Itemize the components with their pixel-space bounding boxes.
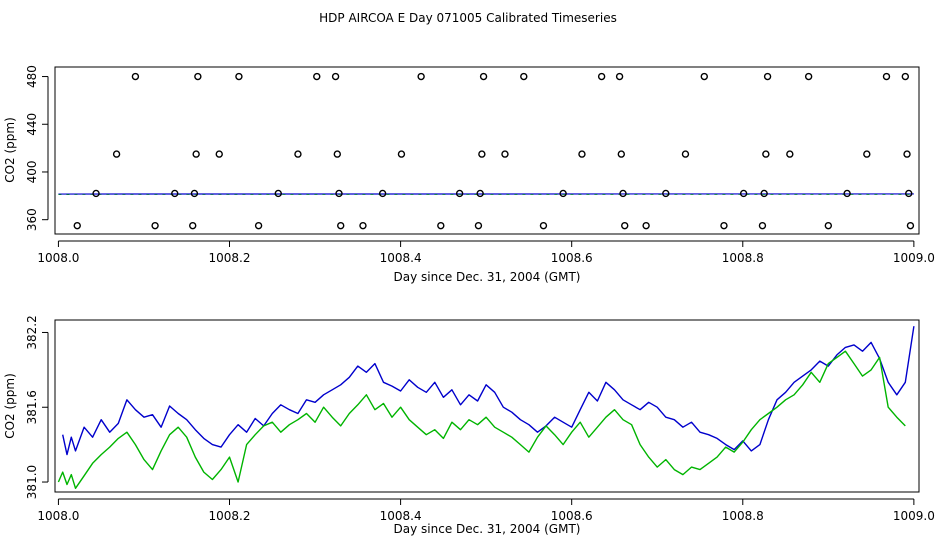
data-point bbox=[597, 72, 606, 81]
data-point bbox=[762, 150, 770, 158]
top-x-tick-label: 1008.6 bbox=[551, 251, 593, 265]
bottom-y-tick-label: 381.0 bbox=[25, 465, 39, 499]
bottom-panel: Day since Dec. 31, 2004 (GMT) CO2 (ppm) … bbox=[3, 315, 935, 536]
top-x-tick-label: 1008.2 bbox=[209, 251, 251, 265]
bottom-blue-series-line bbox=[62, 326, 915, 456]
data-point bbox=[254, 221, 263, 230]
top-y-tick-label: 480 bbox=[25, 65, 39, 88]
data-point bbox=[331, 72, 340, 81]
data-point bbox=[313, 72, 321, 81]
data-point bbox=[843, 189, 851, 198]
data-point bbox=[621, 221, 629, 230]
data-point bbox=[863, 150, 871, 158]
data-point bbox=[359, 221, 367, 230]
data-point bbox=[335, 189, 343, 198]
data-point bbox=[131, 72, 140, 81]
top-y-tick-label: 440 bbox=[25, 113, 39, 136]
bottom-y-axis-label: CO2 (ppm) bbox=[3, 373, 17, 439]
top-x-tick-label: 1008.0 bbox=[37, 251, 79, 265]
data-point bbox=[171, 189, 179, 198]
data-point bbox=[760, 189, 768, 198]
data-point bbox=[615, 72, 624, 81]
data-point bbox=[763, 72, 772, 81]
data-point bbox=[700, 72, 708, 81]
data-point bbox=[378, 189, 387, 198]
top-x-tick-label: 1008.4 bbox=[380, 251, 422, 265]
data-point bbox=[642, 221, 650, 230]
top-panel: Day since Dec. 31, 2004 (GMT) CO2 (ppm) … bbox=[3, 65, 935, 284]
data-point bbox=[906, 221, 915, 230]
bottom-axis-ticks: 1008.0 1008.2 1008.4 1008.6 1008.8 1009.0 381.… bbox=[25, 315, 935, 523]
bottom-green-series-line bbox=[57, 350, 906, 489]
top-plot-frame bbox=[54, 66, 920, 235]
top-x-axis-label: Day since Dec. 31, 2004 (GMT) bbox=[394, 270, 581, 284]
data-point bbox=[189, 221, 197, 230]
data-point bbox=[681, 150, 690, 158]
data-point bbox=[559, 189, 567, 198]
data-point bbox=[739, 189, 748, 198]
data-point bbox=[112, 150, 121, 158]
data-point bbox=[479, 72, 488, 81]
data-point bbox=[294, 150, 302, 158]
data-point bbox=[619, 189, 627, 198]
data-point bbox=[720, 221, 728, 230]
data-point bbox=[215, 150, 223, 158]
data-point bbox=[901, 72, 910, 81]
data-point bbox=[73, 221, 81, 230]
data-point bbox=[437, 221, 445, 230]
data-point bbox=[455, 189, 464, 198]
top-axis-ticks: 1008.0 1008.2 1008.4 1008.6 1008.8 1009.0 360 4… bbox=[25, 65, 935, 265]
bottom-y-tick-label: 382.2 bbox=[25, 315, 39, 349]
data-point bbox=[662, 189, 670, 198]
data-point bbox=[903, 150, 911, 158]
data-point bbox=[478, 150, 486, 158]
data-point bbox=[501, 150, 509, 158]
bottom-x-tick-label: 1008.8 bbox=[722, 509, 764, 523]
data-point bbox=[786, 150, 794, 158]
data-point bbox=[397, 150, 406, 158]
figure-title: HDP AIRCOA E Day 071005 Calibrated Times… bbox=[319, 11, 617, 25]
top-y-tick-label: 400 bbox=[25, 161, 39, 184]
top-y-axis-label: CO2 (ppm) bbox=[3, 117, 17, 183]
data-point bbox=[274, 189, 282, 198]
data-point bbox=[905, 189, 913, 198]
data-point bbox=[476, 189, 484, 198]
data-point bbox=[804, 72, 813, 81]
data-point bbox=[882, 72, 891, 81]
data-point bbox=[194, 72, 202, 81]
data-point bbox=[190, 189, 199, 198]
bottom-x-tick-label: 1008.0 bbox=[37, 509, 79, 523]
bottom-x-tick-label: 1008.6 bbox=[551, 509, 593, 523]
bottom-x-axis-label: Day since Dec. 31, 2004 (GMT) bbox=[394, 522, 581, 536]
bottom-x-tick-label: 1008.4 bbox=[380, 509, 422, 523]
data-point bbox=[333, 150, 341, 158]
data-point bbox=[92, 189, 100, 198]
data-point bbox=[417, 72, 425, 81]
bottom-y-tick-label: 381.6 bbox=[25, 390, 39, 424]
data-point bbox=[337, 221, 345, 230]
data-point bbox=[824, 221, 833, 230]
data-point bbox=[758, 221, 767, 230]
top-x-tick-label: 1008.8 bbox=[722, 251, 764, 265]
bottom-x-tick-label: 1009.0 bbox=[893, 509, 935, 523]
bottom-marks bbox=[57, 326, 915, 489]
data-point bbox=[474, 221, 483, 230]
bottom-x-tick-label: 1008.2 bbox=[209, 509, 251, 523]
bottom-plot-frame bbox=[54, 319, 920, 493]
data-point bbox=[617, 150, 626, 158]
top-marks bbox=[58, 72, 915, 230]
top-x-tick-label: 1009.0 bbox=[893, 251, 935, 265]
data-point bbox=[539, 221, 548, 230]
data-point bbox=[192, 150, 200, 158]
top-y-tick-label: 360 bbox=[25, 208, 39, 231]
data-point bbox=[520, 72, 528, 81]
data-point bbox=[578, 150, 586, 158]
data-point bbox=[235, 72, 243, 81]
data-point bbox=[151, 221, 159, 230]
